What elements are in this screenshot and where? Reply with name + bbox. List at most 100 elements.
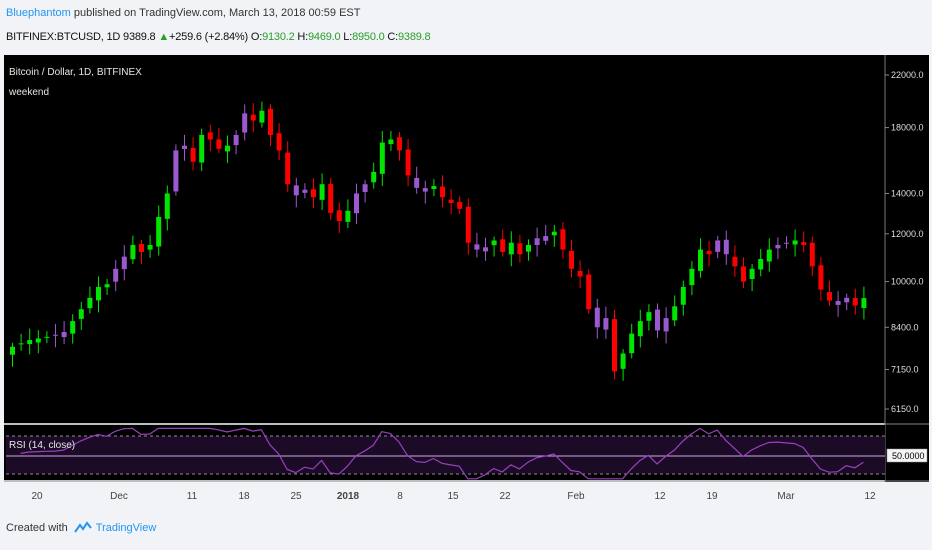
x-tick-label: 12 [864,491,876,502]
candle-body [629,333,635,354]
legend-title: Bitcoin / Dollar, 1D, BITFINEX [9,67,142,78]
candle-body [268,108,273,135]
candle-body [397,137,402,151]
candle-body [27,340,33,345]
candle-body [10,346,15,355]
created-with-text: Created with [6,522,68,534]
tradingview-brand[interactable]: TradingView [95,522,157,534]
x-tick-label: 2018 [337,491,360,502]
x-tick-label: 22 [499,491,511,502]
candle-body [156,216,162,247]
candle-body [130,244,136,260]
candle-body [362,184,368,192]
candle-body [113,268,119,282]
y-tick-label: 12000.0 [891,229,924,239]
candle-body [293,185,299,196]
x-tick-label: 8 [397,491,403,502]
candle-body [835,301,841,305]
candle-body [818,265,824,290]
candle-body [44,336,50,338]
candle-body [569,250,574,269]
candle-body [431,186,437,189]
low-value: 8950.0 [352,31,385,43]
candles-series [10,101,867,381]
candle-body [749,268,755,280]
candle-body [328,184,334,213]
author-link[interactable]: Bluephantom [6,7,71,19]
candle-body [637,321,643,337]
candle-body [758,259,764,270]
candle-body [319,184,325,200]
last-price: 9389.8 [123,31,156,43]
candle-body [259,110,265,123]
candle-body [551,231,557,236]
candle-body [354,193,359,214]
candle-body [827,292,832,301]
candle-body [663,318,669,332]
price-axis[interactable] [885,55,929,485]
up-arrow-icon: ▲ [158,31,170,43]
candle-body [18,343,24,345]
y-tick-label: 10000.0 [891,277,924,287]
x-tick-label: 12 [654,491,666,502]
symbol-info-bar: BITFINEX:BTCUSD, 1D 9389.8 ▲+259.6 (+2.8… [6,31,431,43]
rsi-line [20,427,864,480]
x-tick-label: 20 [31,491,43,502]
rsi-polyline [20,427,864,480]
tradingview-logo-icon [73,521,92,533]
candle-body [612,319,617,372]
candle-body [405,149,411,176]
x-tick-label: Mar [777,491,795,502]
candle-body [689,268,695,286]
candle-body [715,240,721,252]
y-tick-label: 7150.0 [891,365,919,375]
footer: Created with TradingView [6,521,156,535]
open-value: 9130.2 [262,31,295,43]
candle-body [225,145,230,152]
y-tick-label: 18000.0 [891,123,924,133]
candle-body [844,297,850,303]
candle-body [336,210,342,222]
candle-body [302,189,308,193]
price-change: +259.6 (+2.84%) [169,31,248,43]
candle-body [414,177,420,188]
y-axis-ticks: 22000.0 18000.0 14000.0 12000.0 10000.0 8400.… [885,70,924,414]
candle-body [457,201,463,209]
candle-body [190,148,196,162]
candle-body [508,242,514,255]
candle-body [526,244,531,252]
candle-body [620,353,626,369]
close-value: 9389.8 [398,31,431,43]
candle-body [646,312,652,321]
candle-body [672,306,678,321]
symbol-label: BITFINEX:BTCUSD, 1D [6,31,121,43]
candle-body [809,242,815,267]
candle-body [577,270,583,277]
candle-body [199,134,205,163]
candle-body [371,171,377,183]
candle-body [706,250,712,255]
candle-body [491,240,497,246]
main-pane[interactable] [4,55,885,423]
y-tick-label: 8400.0 [891,322,919,332]
candle-body [603,318,609,330]
candle-body [285,152,291,185]
candle-body [139,244,144,252]
candle-body [96,286,101,301]
candle-body [422,188,428,192]
high-value: 9469.0 [307,31,341,43]
candle-body [345,210,351,222]
candle-body [543,236,549,241]
rsi-label: RSI (14, close) [9,440,75,451]
candle-body [852,298,858,306]
candle-body [594,307,600,328]
candle-body [104,284,110,288]
candle-body [465,206,471,243]
candle-body [250,114,256,121]
candle-body [233,134,239,146]
candle-body [242,113,248,133]
candle-body [379,142,385,174]
candle-body [448,199,454,203]
candle-body [500,239,506,252]
price-chart[interactable]: 22000.0 18000.0 14000.0 12000.0 10000.0 8400.… [4,55,929,512]
